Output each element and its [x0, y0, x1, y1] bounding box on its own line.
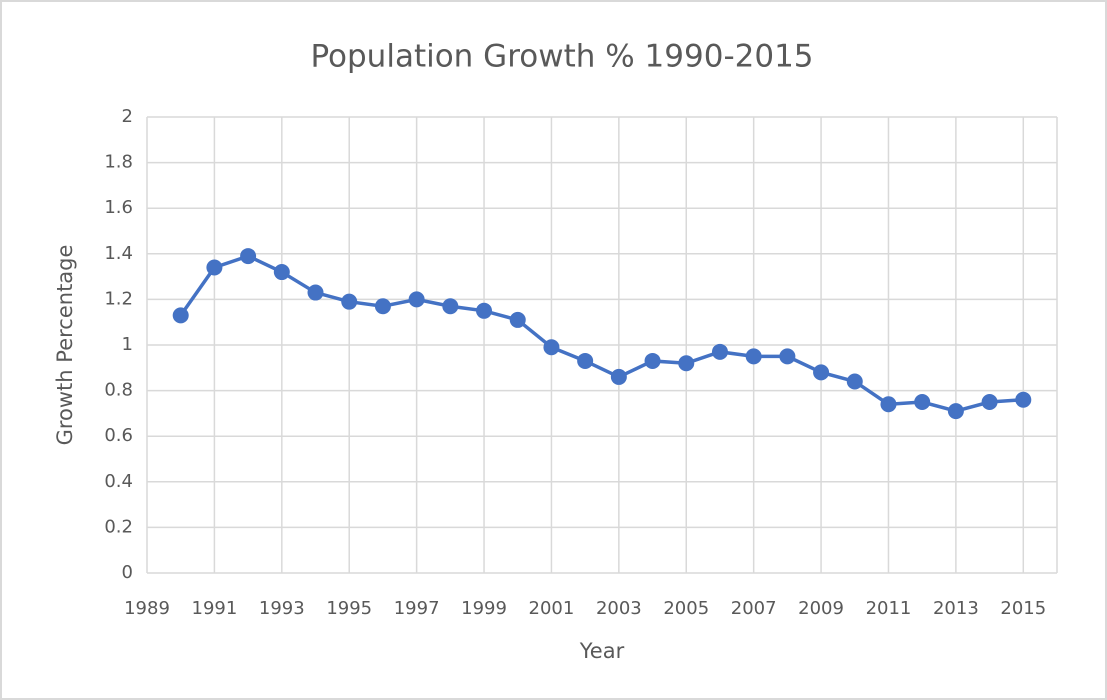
- data-point: [745, 348, 762, 365]
- data-point: [678, 355, 695, 372]
- data-point: [408, 291, 425, 308]
- x-tick-label: 1993: [259, 598, 305, 619]
- y-tick-label: 1.8: [104, 152, 133, 173]
- y-tick-label: 0.8: [104, 380, 133, 401]
- y-tick-label: 1.2: [104, 288, 133, 309]
- x-tick-label: 2011: [866, 598, 912, 619]
- x-tick-label: 1995: [326, 598, 372, 619]
- data-point: [1015, 391, 1032, 408]
- data-point: [509, 311, 526, 328]
- y-tick-label: 1.6: [104, 197, 133, 218]
- data-point: [442, 298, 459, 315]
- y-tick-label: 0.6: [104, 425, 133, 446]
- data-point: [172, 307, 189, 324]
- x-tick-label: 1989: [124, 598, 170, 619]
- x-tick-label: 2013: [933, 598, 979, 619]
- data-point: [914, 394, 931, 410]
- data-point: [374, 298, 391, 315]
- data-point: [307, 284, 324, 301]
- data-point: [813, 364, 830, 381]
- data-point: [947, 403, 964, 420]
- y-tick-label: 2: [122, 106, 133, 127]
- data-point: [846, 373, 863, 390]
- data-point: [779, 348, 796, 365]
- y-tick-label: 1.4: [104, 243, 133, 264]
- x-tick-label: 2009: [798, 598, 844, 619]
- data-point: [644, 352, 661, 369]
- data-point: [341, 293, 358, 310]
- data-point: [273, 264, 290, 281]
- x-tick-label: 2003: [596, 598, 642, 619]
- x-axis-label: Year: [579, 639, 625, 663]
- x-tick-label: 2007: [731, 598, 777, 619]
- data-point: [880, 396, 897, 413]
- x-tick-label: 2001: [529, 598, 575, 619]
- chart-title: Population Growth % 1990-2015: [310, 39, 813, 75]
- data-point: [206, 259, 223, 276]
- x-tick-label: 1999: [461, 598, 507, 619]
- y-tick-label: 0.2: [104, 516, 133, 537]
- data-point: [711, 343, 728, 360]
- data-point: [240, 248, 257, 265]
- y-tick-label: 1: [122, 334, 133, 355]
- x-tick-label: 1991: [192, 598, 238, 619]
- x-tick-label: 2005: [663, 598, 709, 619]
- data-point: [610, 368, 627, 385]
- data-point: [981, 394, 998, 410]
- data-point: [476, 302, 493, 319]
- x-tick-label: 2015: [1000, 598, 1046, 619]
- x-tick-label: 1997: [394, 598, 440, 619]
- y-tick-label: 0.4: [104, 471, 133, 492]
- y-axis-label: Growth Percentage: [53, 245, 77, 446]
- data-point: [577, 352, 594, 369]
- y-tick-label: 0: [122, 562, 133, 583]
- data-point: [543, 339, 560, 356]
